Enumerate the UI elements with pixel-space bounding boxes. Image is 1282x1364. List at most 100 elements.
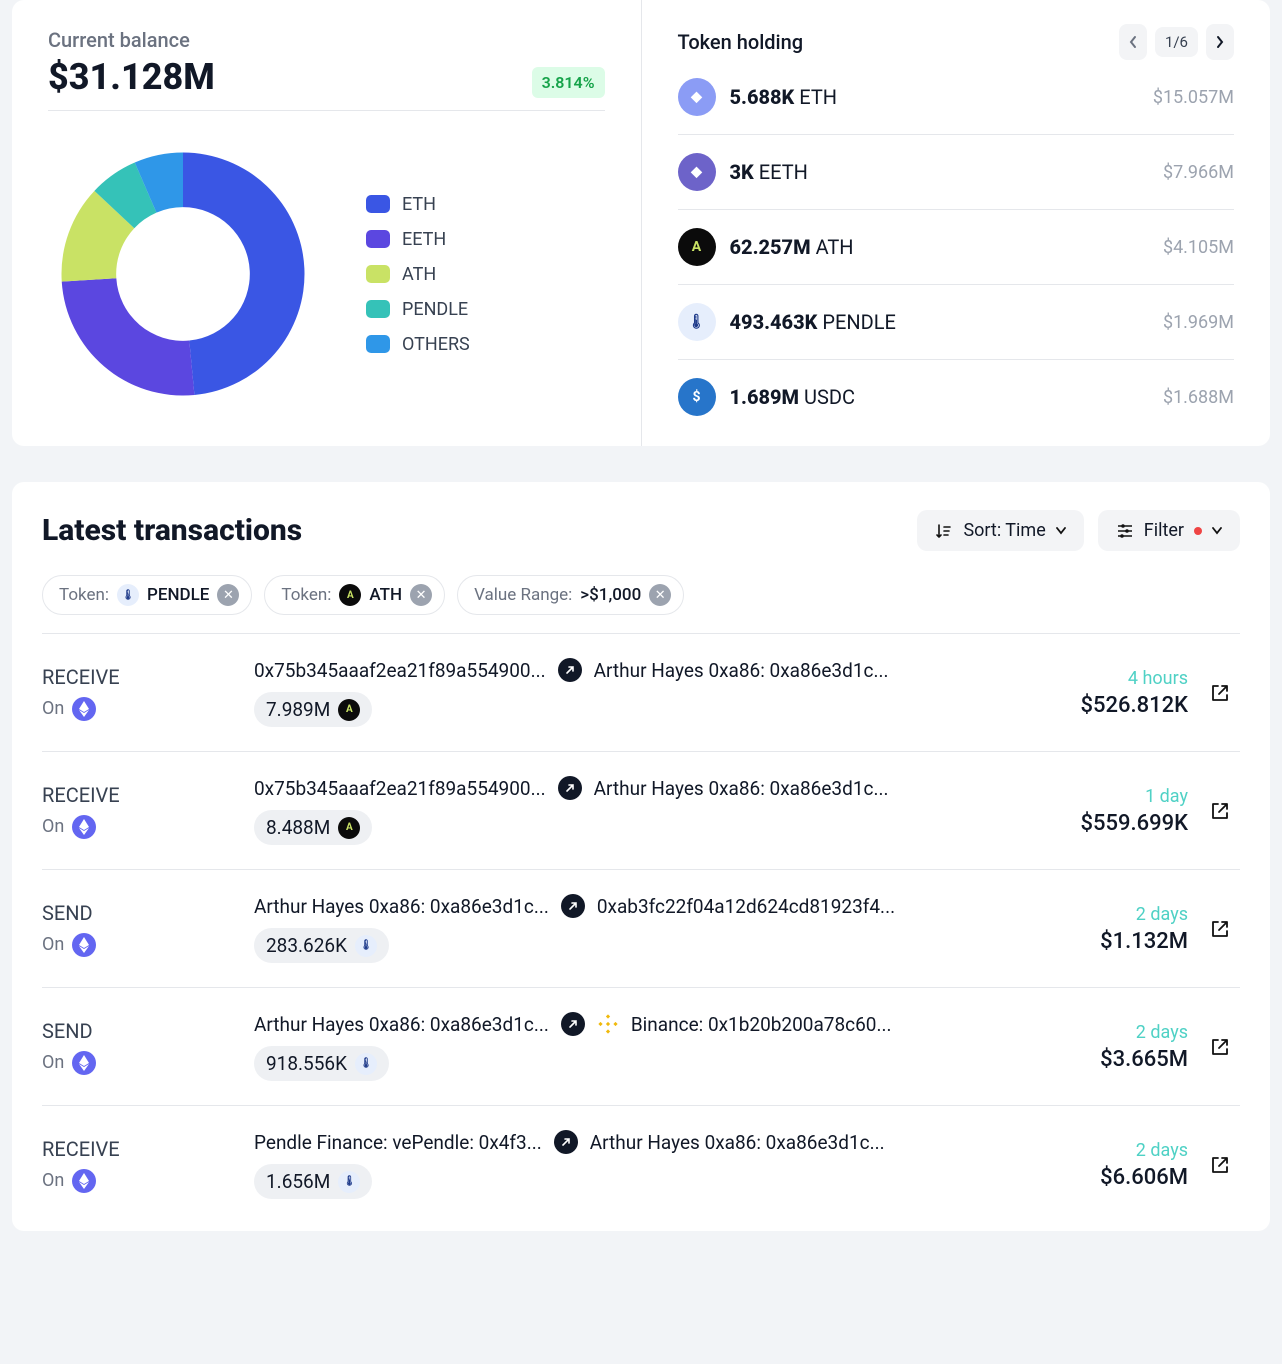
chevron-right-icon	[1215, 35, 1225, 49]
chip-remove-button[interactable]: ✕	[649, 584, 671, 606]
external-link-icon	[1209, 1036, 1231, 1058]
legend-item[interactable]: PENDLE	[366, 299, 470, 320]
filter-label: Filter	[1144, 520, 1184, 541]
tx-external-link-button[interactable]	[1200, 918, 1240, 940]
tx-external-link-button[interactable]	[1200, 1036, 1240, 1058]
binance-icon	[597, 1013, 619, 1035]
chip-label: Token:	[281, 585, 331, 605]
external-link-icon	[1209, 918, 1231, 940]
chip-remove-button[interactable]: ✕	[410, 584, 432, 606]
token-icon: ◆	[678, 153, 716, 191]
pager-next-button[interactable]	[1206, 24, 1234, 60]
external-link-icon	[1209, 682, 1231, 704]
legend-item[interactable]: EETH	[366, 229, 470, 250]
tx-type: RECEIVE	[42, 1137, 242, 1161]
token-usd-value: $4.105M	[1163, 237, 1234, 258]
tx-from-address[interactable]: 0x75b345aaaf2ea21f89a554900...	[254, 777, 546, 800]
ethereum-chain-icon	[72, 1051, 96, 1075]
tx-external-link-button[interactable]	[1200, 800, 1240, 822]
legend-item[interactable]: ATH	[366, 264, 470, 285]
token-usd-value: $7.966M	[1163, 162, 1234, 183]
token-icon: A	[339, 584, 361, 606]
caret-down-icon	[1212, 527, 1222, 535]
chip-remove-button[interactable]: ✕	[217, 584, 239, 606]
token-icon: 🌡	[678, 303, 716, 341]
token-amount: 1.689M USDC	[730, 385, 856, 409]
filter-chip: Token: A ATH ✕	[264, 575, 445, 615]
legend-swatch	[366, 300, 390, 318]
tx-type: SEND	[42, 1019, 242, 1043]
token-row[interactable]: A 62.257M ATH $4.105M	[678, 210, 1235, 285]
token-amount: 62.257M ATH	[730, 235, 854, 259]
token-usd-value: $15.057M	[1153, 87, 1234, 108]
sort-label: Sort: Time	[963, 520, 1045, 541]
transactions-title: Latest transactions	[42, 513, 302, 548]
token-row[interactable]: 🌡 493.463K PENDLE $1.969M	[678, 285, 1235, 360]
tx-to-address[interactable]: Arthur Hayes 0xa86: 0xa86e3d1c...	[594, 777, 889, 800]
balance-card: Current balance $31.128M 3.814% ETHEETHA…	[12, 0, 642, 446]
token-row[interactable]: ◆ 3K EETH $7.966M	[678, 135, 1235, 210]
tx-to-address[interactable]: Arthur Hayes 0xa86: 0xa86e3d1c...	[594, 659, 889, 682]
pager-page-indicator: 1/6	[1155, 27, 1198, 57]
tx-from-address[interactable]: Arthur Hayes 0xa86: 0xa86e3d1c...	[254, 1013, 549, 1036]
token-icon: 🌡	[355, 1053, 377, 1075]
tx-chain: On	[42, 1051, 242, 1075]
balance-value: $31.128M	[48, 56, 215, 98]
filter-icon	[1116, 522, 1134, 540]
tx-value: $6.606M	[1008, 1165, 1188, 1190]
tx-amount-pill: 7.989M A	[254, 692, 372, 727]
token-icon: $	[678, 378, 716, 416]
legend-swatch	[366, 230, 390, 248]
tx-external-link-button[interactable]	[1200, 1154, 1240, 1176]
tx-amount: 918.556K	[266, 1052, 347, 1075]
tx-amount: 8.488M	[266, 816, 330, 839]
token-amount: 3K EETH	[730, 160, 808, 184]
token-icon: 🌡	[117, 584, 139, 606]
filter-button[interactable]: Filter	[1098, 510, 1240, 551]
token-row[interactable]: ◆ 5.688K ETH $15.057M	[678, 60, 1235, 135]
tx-external-link-button[interactable]	[1200, 682, 1240, 704]
donut-slice	[183, 153, 304, 395]
tx-amount: 283.626K	[266, 934, 347, 957]
token-amount: 5.688K ETH	[730, 85, 838, 109]
tx-time: 1 day	[1008, 786, 1188, 807]
legend-item[interactable]: OTHERS	[366, 334, 470, 355]
arrow-icon	[561, 1012, 585, 1036]
chip-label: Value Range:	[474, 585, 572, 605]
holdings-pager: 1/6	[1119, 24, 1234, 60]
filter-active-dot-icon	[1194, 527, 1202, 535]
transactions-list: RECEIVE On 0x75b345aaaf2ea21f89a554900..…	[42, 633, 1240, 1223]
holdings-card: Token holding 1/6 ◆ 5.688K ETH $15.057M …	[642, 0, 1271, 446]
tx-time: 4 hours	[1008, 668, 1188, 689]
tx-to-address[interactable]: Arthur Hayes 0xa86: 0xa86e3d1c...	[590, 1131, 885, 1154]
tx-value: $559.699K	[1008, 811, 1188, 836]
filter-chip: Token: 🌡 PENDLE ✕	[42, 575, 252, 615]
tx-to-address[interactable]: Binance: 0x1b20b200a78c60...	[631, 1013, 892, 1036]
legend-swatch	[366, 335, 390, 353]
pager-prev-button[interactable]	[1119, 24, 1147, 60]
legend-item[interactable]: ETH	[366, 194, 470, 215]
ethereum-chain-icon	[72, 933, 96, 957]
token-icon: ◆	[678, 78, 716, 116]
chevron-left-icon	[1128, 35, 1138, 49]
tx-time: 2 days	[1008, 1022, 1188, 1043]
filter-chips: Token: 🌡 PENDLE ✕ Token: A ATH ✕ Value R…	[42, 575, 1240, 615]
transaction-row: SEND On Arthur Hayes 0xa86: 0xa86e3d1c..…	[42, 869, 1240, 987]
tx-chain: On	[42, 815, 242, 839]
sort-button[interactable]: Sort: Time	[917, 510, 1083, 551]
tx-from-address[interactable]: Arthur Hayes 0xa86: 0xa86e3d1c...	[254, 895, 549, 918]
external-link-icon	[1209, 800, 1231, 822]
chip-label: Token:	[59, 585, 109, 605]
tx-from-address[interactable]: Pendle Finance: vePendle: 0x4f3...	[254, 1131, 542, 1154]
tx-amount-pill: 918.556K 🌡	[254, 1046, 389, 1081]
tx-from-address[interactable]: 0x75b345aaaf2ea21f89a554900...	[254, 659, 546, 682]
allocation-legend: ETH EETH ATH PENDLE OTHERS	[366, 194, 470, 355]
token-icon: 🌡	[338, 1171, 360, 1193]
token-icon: A	[338, 817, 360, 839]
legend-label: OTHERS	[402, 334, 470, 355]
token-row[interactable]: $ 1.689M USDC $1.688M	[678, 360, 1235, 434]
tx-to-address[interactable]: 0xab3fc22f04a12d624cd81923f4...	[597, 895, 895, 918]
donut-slice	[62, 278, 195, 395]
ethereum-chain-icon	[72, 1169, 96, 1193]
tx-value: $526.812K	[1008, 693, 1188, 718]
